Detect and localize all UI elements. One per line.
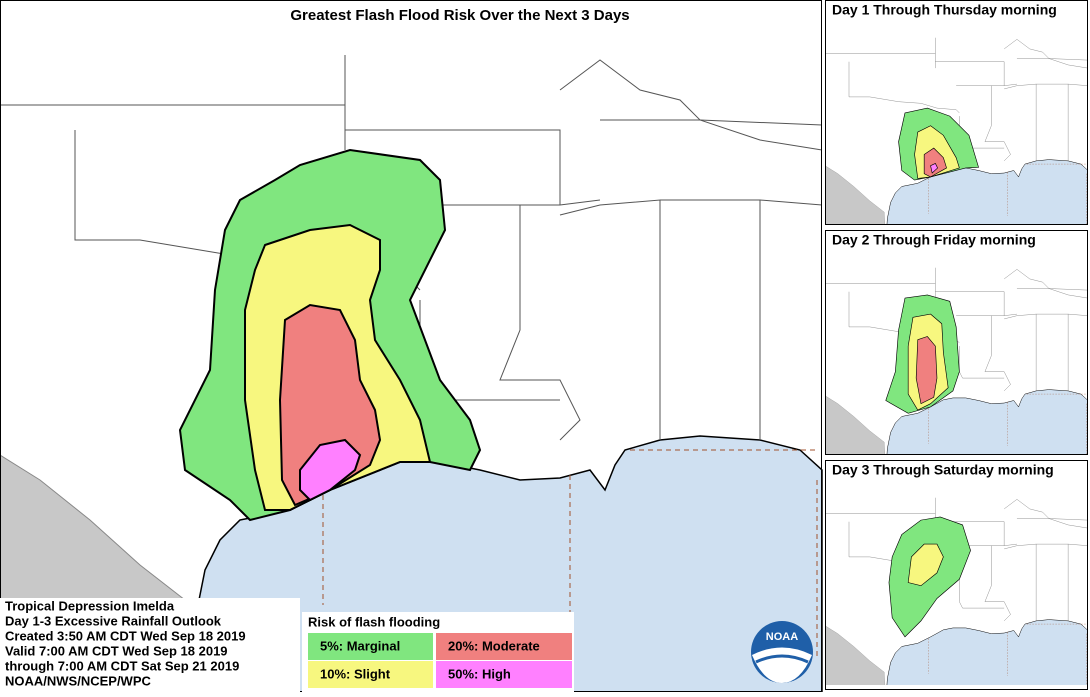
legend-title: Risk of flash flooding — [308, 614, 440, 629]
legend: Risk of flash flooding 5%: Marginal 20%: … — [302, 612, 574, 692]
panel-title: Day 2 Through Friday morning — [832, 232, 1036, 248]
legend-swatch — [308, 633, 433, 660]
info-line: Created 3:50 AM CDT Wed Sep 18 2019 — [5, 628, 246, 643]
info-line: Tropical Depression Imelda — [5, 598, 175, 613]
legend-label: 20%: Moderate — [448, 638, 540, 653]
info-line: Valid 7:00 AM CDT Wed Sep 18 2019 — [5, 643, 228, 658]
panel-title: Day 3 Through Saturday morning — [832, 462, 1054, 478]
legend-swatch — [436, 633, 572, 660]
legend-label: 5%: Marginal — [320, 638, 400, 653]
legend-label: 10%: Slight — [320, 666, 391, 681]
info-box: Tropical Depression Imelda Day 1-3 Exces… — [0, 598, 300, 692]
map-title: Greatest Flash Flood Risk Over the Next … — [290, 7, 629, 24]
noaa-logo: NOAA — [751, 621, 813, 683]
legend-swatch — [308, 661, 433, 688]
info-line: NOAA/NWS/NCEP/WPC — [5, 673, 152, 688]
day1-panel: Day 1 Through Thursday morning — [825, 0, 1089, 225]
legend-swatch — [436, 661, 572, 688]
main-map: Greatest Flash Flood Risk Over the Next … — [0, 0, 823, 693]
day2-panel: Day 2 Through Friday morning — [825, 230, 1089, 455]
panel-title: Day 1 Through Thursday morning — [832, 2, 1057, 18]
info-line: Day 1-3 Excessive Rainfall Outlook — [5, 613, 222, 628]
info-line: through 7:00 AM CDT Sat Sep 21 2019 — [5, 658, 239, 673]
logo-text: NOAA — [766, 631, 798, 643]
day3-panel: Day 3 Through Saturday morning — [825, 460, 1089, 690]
legend-label: 50%: High — [448, 666, 511, 681]
